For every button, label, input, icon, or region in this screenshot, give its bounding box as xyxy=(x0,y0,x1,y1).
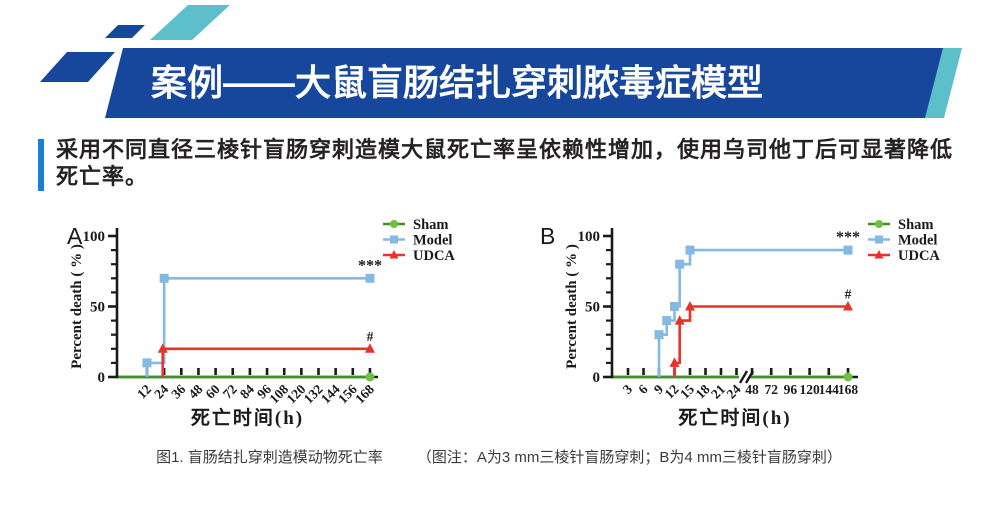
triangle-marker xyxy=(364,343,375,353)
legend-circle-marker xyxy=(875,220,883,228)
triangle-marker xyxy=(685,301,695,311)
legend-square-marker xyxy=(875,235,883,244)
x-tick-label: 168 xyxy=(838,382,859,397)
series-udca: # xyxy=(157,329,375,377)
y-tick-label: 0 xyxy=(593,370,601,386)
significance-annotation: *** xyxy=(836,229,860,246)
legend-label: Sham xyxy=(898,217,933,233)
intro-line-2: 死亡率。 xyxy=(56,164,149,189)
square-marker xyxy=(675,259,685,269)
x-tick-label: 24 xyxy=(723,381,743,401)
series-model: *** xyxy=(142,257,382,377)
x-axis-title: 死亡时间(h) xyxy=(191,406,304,429)
axis-break-slash xyxy=(738,370,749,384)
series-sham xyxy=(118,372,375,382)
triangle-marker xyxy=(157,343,168,353)
series-line xyxy=(145,277,370,377)
x-tick-label: 3 xyxy=(620,381,636,397)
significance-annotation: # xyxy=(367,329,374,344)
legend-label: Model xyxy=(413,233,452,249)
square-marker xyxy=(159,273,169,283)
legend-label: Sham xyxy=(413,217,448,233)
intro-line-1: 采用不同直径三棱针盲肠穿刺造模大鼠死亡率呈依赖性增加，使用乌司他丁后可显著降低 xyxy=(56,137,954,162)
deco-parallelogram-dark-left xyxy=(40,52,115,82)
square-marker xyxy=(662,316,672,326)
legend-item-udca: UDCA xyxy=(383,248,455,264)
circle-marker xyxy=(365,372,375,382)
y-axis-title: Percent death ( % ) xyxy=(69,244,85,369)
square-marker xyxy=(365,273,375,283)
x-tick-label: 120 xyxy=(799,382,820,397)
legend-triangle-marker xyxy=(874,250,884,259)
series-udca: # xyxy=(669,287,853,377)
panel-label: B xyxy=(540,223,555,249)
square-marker xyxy=(142,358,152,368)
significance-annotation: *** xyxy=(358,257,382,274)
intro-paragraph: 采用不同直径三棱针盲肠穿刺造模大鼠死亡率呈依赖性增加，使用乌司他丁后可显著降低 … xyxy=(56,136,986,190)
triangle-marker xyxy=(669,357,680,367)
legend-item-model: Model xyxy=(868,233,937,249)
page-title: 案例——大鼠盲肠结扎穿刺脓毒症模型 xyxy=(151,62,764,103)
legend-item-sham: Sham xyxy=(868,217,933,233)
y-tick-label: 50 xyxy=(585,300,600,316)
legend-label: Model xyxy=(898,233,937,249)
y-axis: 0 50 100 xyxy=(83,228,119,386)
x-tick-label: 96 xyxy=(784,382,798,397)
legend-circle-marker xyxy=(390,220,398,228)
triangle-marker xyxy=(674,315,685,325)
legend-item-sham: Sham xyxy=(383,217,448,233)
square-marker xyxy=(843,245,853,255)
panel-label: A xyxy=(67,223,83,249)
figure-caption: 图1. 盲肠结扎穿刺造模动物死亡率 （图注：A为3 mm三棱针盲肠穿刺；B为4 … xyxy=(0,446,998,467)
figure-caption-note: （图注：A为3 mm三棱针盲肠穿刺；B为4 mm三棱针盲肠穿刺） xyxy=(416,449,842,466)
y-tick-label: 50 xyxy=(90,300,105,316)
circle-marker xyxy=(843,372,853,382)
y-tick-label: 0 xyxy=(98,370,106,386)
chart-panel-a: 0 50 100 Percent death ( % ) 12 24 36 48 60 72 84 9… xyxy=(45,208,500,443)
legend-label: UDCA xyxy=(898,248,940,264)
figure-caption-label: 图1. 盲肠结扎穿刺造模动物死亡率 xyxy=(156,449,383,466)
series-line xyxy=(673,305,848,377)
x-axis-title: 死亡时间(h) xyxy=(678,406,791,429)
legend-triangle-marker xyxy=(389,250,399,259)
series-sham xyxy=(613,372,853,382)
y-tick-label: 100 xyxy=(83,229,106,245)
significance-annotation: # xyxy=(845,287,852,302)
deco-parallelogram-teal xyxy=(150,5,230,40)
x-tick-label: 144 xyxy=(819,382,840,397)
square-marker xyxy=(654,330,664,340)
y-tick-label: 100 xyxy=(578,229,601,245)
series-model: *** xyxy=(654,229,860,377)
intro-accent-bar xyxy=(38,139,44,191)
deco-parallelogram-dark-small xyxy=(105,25,145,38)
legend-square-marker xyxy=(390,235,398,244)
series-line xyxy=(657,248,848,377)
x-tick-label: 6 xyxy=(635,381,651,397)
y-axis: 0 50 100 xyxy=(578,228,614,386)
axis-break-slash xyxy=(744,370,755,384)
chart-panel-b: 0 50 100 Percent death ( % ) 3 6 9 12 15 18 21 24 48… xyxy=(520,208,988,443)
legend-item-udca: UDCA xyxy=(868,248,940,264)
x-tick-label: 48 xyxy=(745,382,759,397)
x-tick-label: 168 xyxy=(352,381,377,406)
y-axis-title: Percent death ( % ) xyxy=(564,244,580,369)
triangle-marker xyxy=(843,301,853,311)
title-banner: 案例——大鼠盲肠结扎穿刺脓毒症模型 xyxy=(105,48,943,118)
x-tick-label: 72 xyxy=(764,382,778,397)
legend-label: UDCA xyxy=(413,248,455,264)
square-marker xyxy=(670,302,679,311)
square-marker xyxy=(685,245,695,255)
legend-item-model: Model xyxy=(383,233,452,249)
